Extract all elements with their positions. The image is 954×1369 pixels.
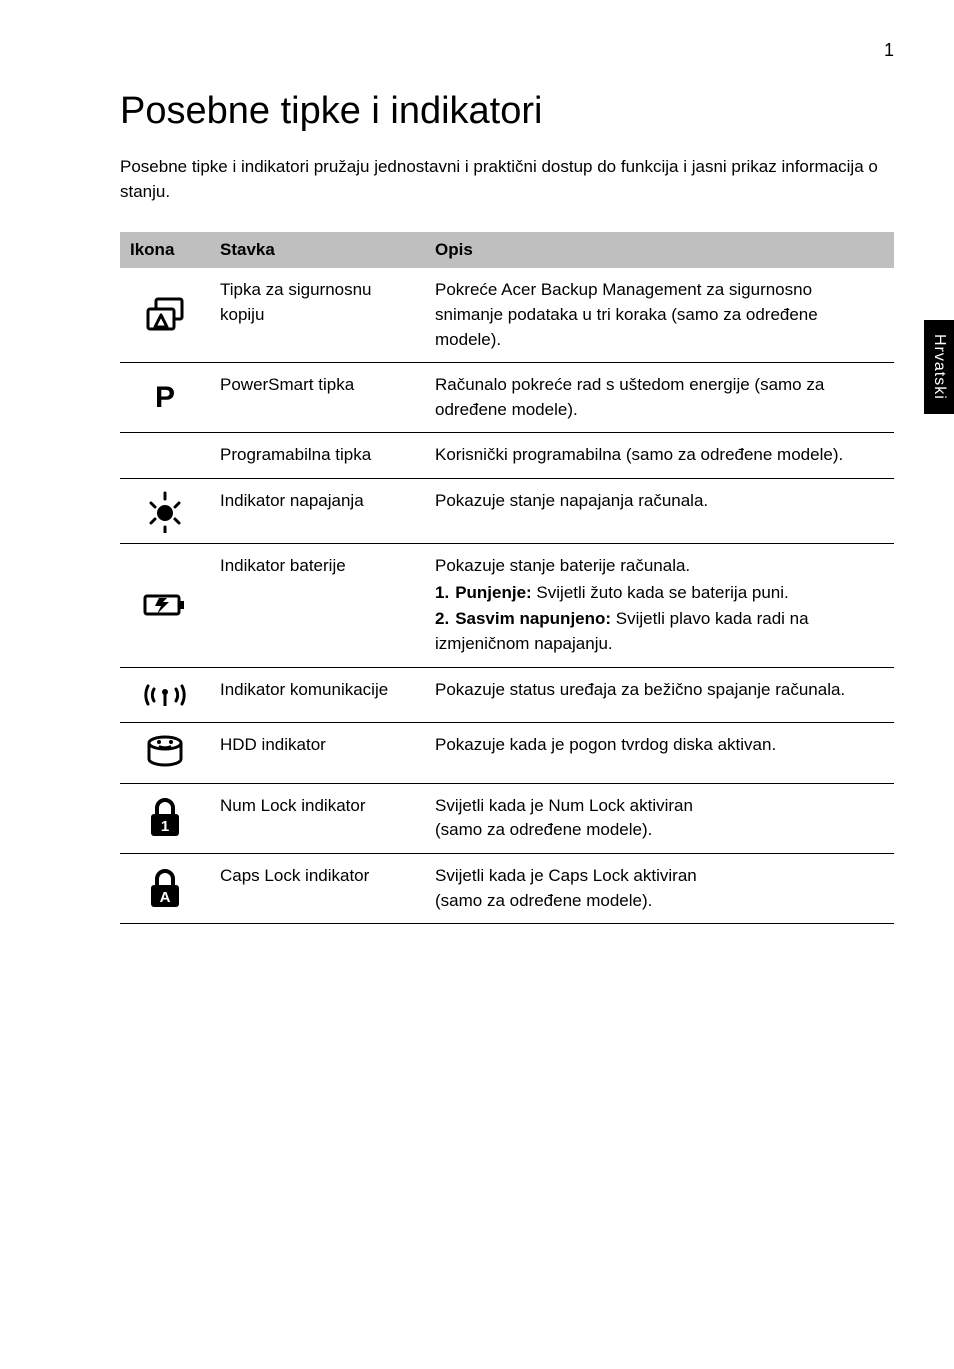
stavka-cell: Caps Lock indikator — [210, 853, 425, 923]
opis-cell: Svijetli kada je Caps Lock aktiviran(sam… — [425, 853, 894, 923]
stavka-cell: Num Lock indikator — [210, 783, 425, 853]
opis-cell: Korisnički programabilna (samo za određe… — [425, 433, 894, 479]
intro-paragraph: Posebne tipke i indikatori pružaju jedno… — [120, 155, 894, 204]
table-row: HDD indikatorPokazuje kada je pogon tvrd… — [120, 722, 894, 783]
numlock-icon: 1 — [147, 798, 183, 838]
opis-cell: Pokreće Acer Backup Management za sigurn… — [425, 268, 894, 362]
icon-cell — [120, 433, 210, 479]
language-tab: Hrvatski — [924, 320, 954, 414]
icon-cell: A — [120, 853, 210, 923]
icon-cell — [120, 268, 210, 362]
opis-cell: Pokazuje status uređaja za bežično spaja… — [425, 667, 894, 722]
table-row: Tipka za sigurnosnu kopijuPokreće Acer B… — [120, 268, 894, 362]
stavka-cell: Indikator baterije — [210, 544, 425, 668]
page-content: Posebne tipke i indikatori Posebne tipke… — [0, 0, 954, 924]
table-row: A Caps Lock indikatorSvijetli kada je Ca… — [120, 853, 894, 923]
header-stavka: Stavka — [210, 232, 425, 268]
stavka-cell: Indikator napajanja — [210, 479, 425, 544]
icon-cell — [120, 544, 210, 668]
icon-cell: 1 — [120, 783, 210, 853]
stavka-cell: Indikator komunikacije — [210, 667, 425, 722]
backup-icon — [143, 297, 187, 333]
icon-cell: P — [120, 363, 210, 433]
list-item: 2.Sasvim napunjeno: Svijetli plavo kada … — [435, 607, 884, 656]
list-item: 1.Punjenje: Svijetli žuto kada se bateri… — [435, 581, 884, 606]
icon-cell — [120, 722, 210, 783]
letter-p-icon: P — [130, 376, 200, 420]
table-header-row: Ikona Stavka Opis — [120, 232, 894, 268]
stavka-cell: Tipka za sigurnosnu kopiju — [210, 268, 425, 362]
stavka-cell: HDD indikator — [210, 722, 425, 783]
table-row: Indikator baterijePokazuje stanje bateri… — [120, 544, 894, 668]
svg-text:1: 1 — [161, 818, 169, 835]
power-icon — [143, 489, 187, 533]
page-title: Posebne tipke i indikatori — [120, 90, 894, 133]
table-row: 1 Num Lock indikatorSvijetli kada je Num… — [120, 783, 894, 853]
opis-cell: Pokazuje stanje baterije računala.1.Punj… — [425, 544, 894, 668]
table-row: Programabilna tipkaKorisnički programabi… — [120, 433, 894, 479]
opis-cell: Pokazuje kada je pogon tvrdog diska akti… — [425, 722, 894, 783]
capslock-icon: A — [147, 869, 183, 909]
battery-icon — [142, 590, 188, 620]
header-ikona: Ikona — [120, 232, 210, 268]
opis-cell: Računalo pokreće rad s uštedom energije … — [425, 363, 894, 433]
icon-cell — [120, 667, 210, 722]
icon-cell — [120, 479, 210, 544]
table-row: Indikator napajanjaPokazuje stanje napaj… — [120, 479, 894, 544]
table-row: PPowerSmart tipkaRačunalo pokreće rad s … — [120, 363, 894, 433]
opis-cell: Svijetli kada je Num Lock aktiviran(samo… — [425, 783, 894, 853]
svg-text:A: A — [160, 889, 171, 906]
page-number: 1 — [884, 40, 894, 61]
stavka-cell: PowerSmart tipka — [210, 363, 425, 433]
wireless-icon — [142, 678, 188, 712]
indicators-table: Ikona Stavka Opis Tipka za sigurnosnu ko… — [120, 232, 894, 924]
hdd-icon — [145, 733, 185, 773]
header-opis: Opis — [425, 232, 894, 268]
opis-cell: Pokazuje stanje napajanja računala. — [425, 479, 894, 544]
table-row: Indikator komunikacijePokazuje status ur… — [120, 667, 894, 722]
stavka-cell: Programabilna tipka — [210, 433, 425, 479]
